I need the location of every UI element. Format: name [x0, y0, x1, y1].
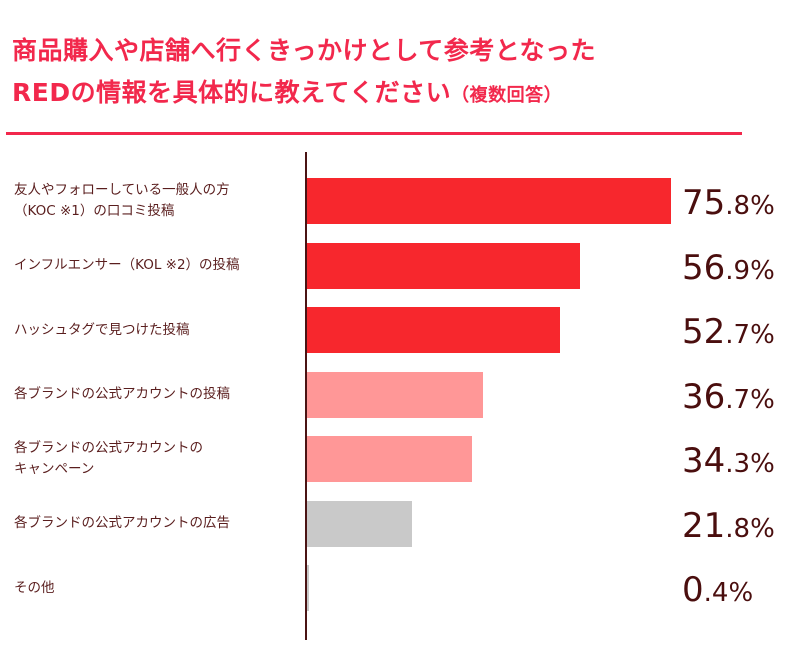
value-label: 56.9% — [682, 247, 775, 288]
category-label-line: ハッシュタグで見つけた投稿 — [14, 321, 190, 338]
value-label: 52.7% — [682, 312, 775, 352]
bar — [307, 500, 412, 547]
category-label-line: 友人やフォローしている一般人の方 — [14, 182, 230, 198]
title-line-1: 商品購入や店舗へ行くきっかけとして参考となった — [12, 36, 597, 65]
category-label-line: キャンペーン — [14, 461, 95, 477]
title-divider — [6, 132, 742, 135]
value-label: 36.7% — [682, 376, 775, 417]
bar — [307, 371, 484, 418]
category-label-line: 各ブランドの公式アカウントの — [14, 440, 203, 456]
bar — [307, 307, 560, 353]
category-label: 各ブランドの公式アカウントの キャンペーン — [14, 438, 304, 480]
title-note: （複数回答） — [451, 85, 563, 106]
bar — [307, 436, 472, 482]
category-label-line: その他 — [14, 579, 55, 596]
value-label: 21.8% — [682, 505, 775, 546]
category-label-line: インフルエンサー（KOL ※2）の投稿 — [14, 257, 240, 273]
title-line-2: REDの情報を具体的に教えてください（複数回答） — [12, 72, 596, 117]
category-label: ハッシュタグで見つけた投稿 — [14, 320, 304, 341]
bar — [307, 565, 309, 611]
bar — [307, 178, 671, 224]
value-label: 0.4% — [682, 570, 754, 610]
category-label-line: 各ブランドの公式アカウントの投稿 — [14, 386, 230, 402]
value-label: 34.3% — [682, 441, 775, 481]
y-axis-line — [305, 152, 307, 640]
category-label: その他 — [14, 578, 304, 599]
value-label: 75.8% — [682, 183, 775, 223]
category-label: 各ブランドの公式アカウントの投稿 — [14, 384, 304, 405]
chart-title: 商品購入や店舗へ行くきっかけとして参考となった REDの情報を具体的に教えてくだ… — [12, 30, 596, 117]
category-label: 各ブランドの公式アカウントの広告 — [14, 513, 304, 534]
category-label: インフルエンサー（KOL ※2）の投稿 — [14, 255, 304, 276]
title-line-2-text: REDの情報を具体的に教えてください — [12, 78, 452, 107]
category-label: 友人やフォローしている一般人の方 （KOC ※1）の口コミ投稿 — [14, 180, 304, 222]
bar — [307, 242, 581, 289]
category-label-line: （KOC ※1）の口コミ投稿 — [14, 203, 175, 219]
category-label-line: 各ブランドの公式アカウントの広告 — [14, 515, 230, 531]
